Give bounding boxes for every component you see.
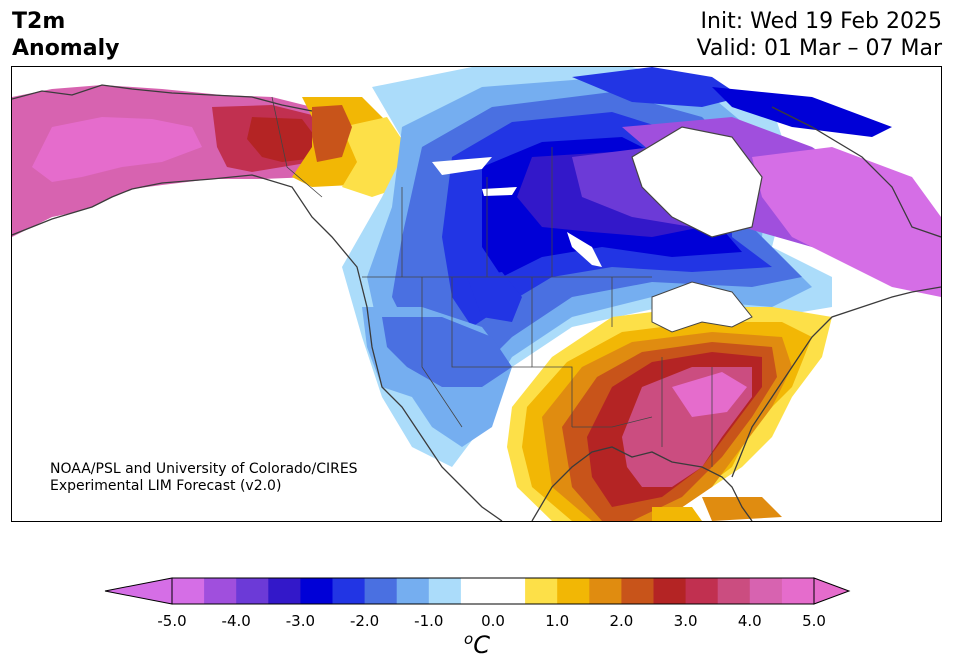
colorbar-swatch	[332, 578, 366, 604]
credit-line-1: NOAA/PSL and University of Colorado/CIRE…	[50, 461, 358, 477]
forecast-dates: Init: Wed 19 Feb 2025 Valid: 01 Mar – 07…	[697, 8, 942, 62]
valid-range: Valid: 01 Mar – 07 Mar	[696, 36, 942, 61]
unit-degree: o	[464, 630, 474, 648]
lake-winnipeg	[567, 232, 602, 267]
credit-line-2: Experimental LIM Forecast (v2.0)	[50, 478, 282, 494]
colorbar-swatch	[589, 578, 622, 604]
colorbar-tick-label: 0.0	[481, 612, 505, 630]
unit-label: C	[473, 631, 490, 659]
colorbar-tick-label: -4.0	[221, 612, 251, 630]
colorbar-unit: oC	[464, 630, 490, 659]
credit-text: NOAA/PSL and University of Colorado/CIRE…	[50, 461, 358, 495]
colorbar-swatch	[717, 578, 751, 604]
colorbar-tick-label: -3.0	[285, 612, 316, 630]
colorbar-extend-high	[813, 577, 851, 605]
title-line-2: Anomaly	[12, 36, 120, 61]
colorbar-swatch	[653, 578, 687, 604]
yellow-band	[342, 117, 407, 197]
colorbar-swatch	[525, 578, 558, 604]
alaska-core	[32, 117, 202, 182]
colorbar-tick-label: -1.0	[414, 612, 444, 630]
great-lakes	[651, 281, 753, 333]
colorbar-outline	[171, 577, 815, 605]
colorbar	[100, 572, 854, 616]
colorbar-swatch	[749, 578, 783, 604]
colorbar-tick-label: 3.0	[673, 612, 698, 630]
colorbar-tick-label: 4.0	[737, 612, 762, 630]
colorbar-tick-label: -5.0	[157, 612, 187, 630]
colorbar-swatch	[396, 578, 430, 604]
yukon-red	[247, 117, 317, 162]
colorbar-swatch	[621, 578, 654, 604]
warm-core	[672, 372, 747, 417]
arctic-islands-cold	[572, 67, 742, 107]
lake-athabasca	[482, 187, 517, 196]
colorbar-tick-label: 1.0	[545, 612, 570, 630]
init-date: Init: Wed 19 Feb 2025	[700, 9, 942, 34]
west-us-cold-2	[382, 317, 512, 387]
orange-core	[312, 105, 352, 162]
map-canvas	[12, 67, 941, 521]
colorbar-swatch	[172, 578, 205, 604]
cuba-warm	[702, 497, 782, 521]
temperature-anomaly-map: NOAA/PSL and University of Colorado/CIRE…	[11, 66, 942, 522]
colorbar-swatch	[460, 578, 494, 604]
great-slave-lake	[432, 157, 492, 175]
baffin-cold	[712, 87, 892, 137]
political-borders	[271, 96, 713, 467]
colorbar-swatch	[364, 578, 398, 604]
colorbar-tick-label: -2.0	[349, 612, 380, 630]
hudson-bay	[631, 126, 763, 238]
colorbar-swatch	[204, 578, 237, 604]
labrador-violet	[752, 147, 941, 297]
colorbar-swatch	[268, 578, 301, 604]
title-line-1: T2m	[12, 9, 66, 34]
colorbar-tick-label: 2.0	[609, 612, 634, 630]
colorbar-extend-low	[104, 577, 173, 605]
colorbar-tick-label: 5.0	[802, 612, 826, 630]
colorbar-swatch	[428, 578, 462, 604]
colorbar-swatch	[236, 578, 269, 604]
montana-cold	[467, 272, 522, 322]
colorbar-swatch	[685, 578, 719, 604]
colorbar-swatches	[104, 577, 851, 605]
colorbar-swatch	[493, 578, 526, 604]
mexico-warm	[652, 507, 702, 521]
colorbar-swatch	[300, 578, 333, 604]
coastlines	[12, 84, 941, 521]
map-title: T2m Anomaly	[12, 8, 119, 62]
colorbar-swatch	[557, 578, 590, 604]
colorbar-swatch	[781, 578, 815, 604]
